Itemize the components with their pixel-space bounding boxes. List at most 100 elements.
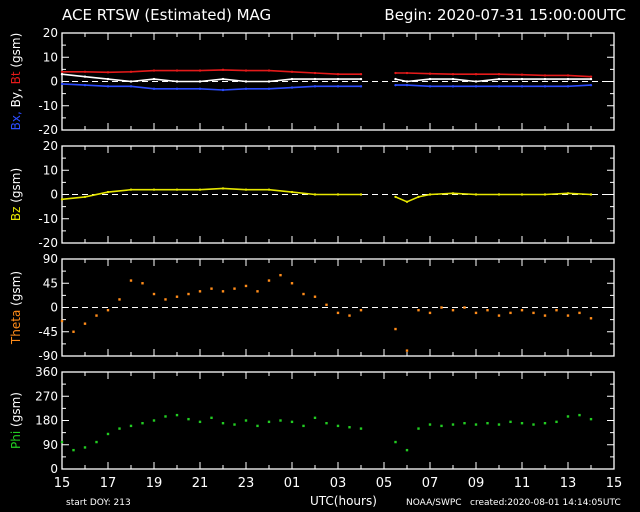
point-Phi-36 [486,421,489,425]
point-Theta-39 [520,308,524,312]
y-axis-label-phi: Phi (gsm) [9,392,23,449]
point-By-12 [336,77,340,81]
point-By-21 [520,77,524,81]
point-By-8 [244,80,248,83]
point-Phi-0 [60,440,64,444]
point-Bz-1 [83,195,87,199]
point-Phi-45 [589,417,593,421]
point-Phi-14 [221,421,225,425]
point-Phi-43 [566,415,570,418]
point-Phi-34 [463,421,466,425]
point-By-16 [405,80,409,83]
point-By-23 [566,77,570,81]
point-Bz-12 [336,193,340,196]
point-Bt-22 [543,74,547,77]
point-By-22 [543,77,547,81]
point-Bz-15 [394,195,397,199]
created-time: created:2020-08-01 14:14:05UTC [470,498,621,508]
point-Bt-17 [428,72,432,75]
x-tick-label-12: 15 [606,476,623,491]
point-Bt-7 [221,68,225,72]
point-Bx-10 [290,86,294,89]
point-Theta-31 [428,311,432,315]
point-Theta-23 [325,303,328,307]
point-Bz-6 [198,188,202,191]
y-tick-label-theta-1: -45 [38,325,58,339]
point-By-4 [152,77,156,81]
point-Theta-14 [221,290,225,293]
y-label-part-b-components-2: Bt [9,71,23,88]
point-Theta-42 [555,308,558,312]
point-Theta-32 [440,306,443,309]
point-Bt-21 [520,73,524,76]
x-tick-label-0: 15 [54,476,71,491]
x-tick-label-7: 05 [376,476,393,491]
point-Bt-0 [60,70,64,74]
point-Bz-23 [543,193,547,196]
point-Bt-20 [497,73,501,76]
point-By-11 [313,77,317,81]
point-Phi-41 [543,421,547,425]
point-Bz-5 [175,188,179,191]
x-tick-label-8: 07 [422,476,439,491]
point-Phi-22 [313,416,317,420]
y-tick-label-phi-2: 180 [35,414,58,428]
panel-frame-phi [61,371,615,470]
point-Phi-38 [509,420,512,424]
point-Phi-31 [428,423,432,426]
point-Phi-16 [244,419,248,422]
point-Phi-35 [474,423,478,426]
point-Bt-4 [152,69,156,72]
y-tick-label-phi-3: 270 [35,389,58,403]
point-Bt-6 [198,69,202,72]
point-Bz-24 [566,192,570,195]
y-tick-label-bz-1: -10 [38,212,58,226]
point-Bx-12 [336,85,340,88]
point-Phi-19 [279,419,282,422]
point-Bz-4 [152,188,156,191]
point-By-5 [175,80,179,83]
point-Phi-29 [405,448,409,452]
point-Bx-22 [543,85,547,88]
y-label-part-b-components-1: By, [9,88,23,111]
point-Theta-30 [417,308,420,312]
point-Phi-11 [187,417,190,421]
y-tick-label-b-components-1: -10 [38,99,58,113]
point-Bt-11 [313,71,317,75]
point-Theta-9 [164,298,167,301]
point-Theta-15 [233,287,236,290]
point-Theta-24 [336,311,340,315]
point-Phi-2 [83,446,87,449]
point-Phi-10 [175,413,179,417]
point-By-2 [106,77,110,81]
y-label-part-phi-1: (gsm) [9,392,23,431]
point-Bx-8 [244,87,248,90]
point-Phi-23 [325,421,328,425]
point-By-24 [589,77,593,81]
y-tick-label-theta-3: 45 [43,276,58,290]
point-Phi-18 [267,420,271,424]
point-Bx-11 [313,85,317,88]
point-Bz-0 [60,198,64,201]
point-Bt-24 [589,75,593,78]
point-Phi-7 [141,421,144,425]
point-Bz-16 [405,200,409,203]
point-Phi-8 [152,419,156,422]
point-Bx-4 [152,87,156,90]
point-Bx-23 [566,85,570,88]
point-Bz-13 [359,193,363,196]
point-Theta-11 [187,292,190,296]
point-By-9 [267,80,271,83]
point-Bx-24 [589,83,593,87]
point-Bx-18 [451,85,455,88]
point-Theta-25 [348,314,351,317]
point-Theta-28 [394,327,397,331]
point-Phi-25 [348,426,351,429]
x-tick-label-9: 09 [468,476,485,491]
point-Theta-12 [198,290,202,293]
point-Bx-0 [60,82,64,86]
point-Bt-10 [290,70,294,74]
x-axis-label: UTC(hours) [310,494,377,508]
point-Bt-9 [267,69,271,72]
point-By-19 [474,80,478,83]
